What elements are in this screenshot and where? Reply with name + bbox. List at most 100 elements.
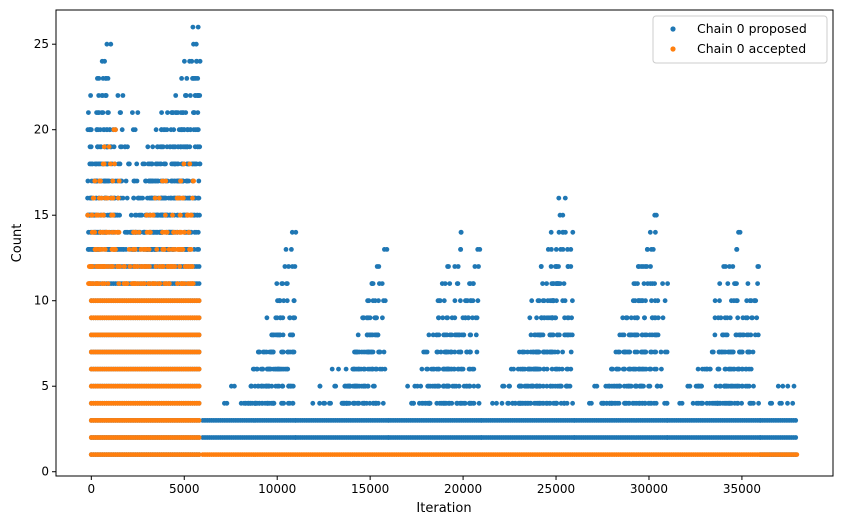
data-point: [196, 298, 202, 304]
legend-marker-proposed: [670, 26, 676, 32]
data-point: [193, 127, 199, 133]
data-point: [423, 349, 428, 355]
data-point: [435, 349, 441, 355]
data-point: [607, 400, 612, 406]
data-point: [454, 400, 460, 406]
data-point: [178, 178, 184, 184]
y-tick-label: 10: [34, 294, 49, 308]
data-point: [143, 178, 148, 184]
data-point: [372, 332, 378, 338]
data-point: [780, 383, 786, 389]
data-point: [286, 264, 291, 269]
data-point: [269, 349, 274, 355]
data-point: [107, 161, 113, 167]
data-point: [380, 315, 385, 321]
data-point: [99, 110, 105, 115]
data-point: [273, 315, 279, 321]
data-point: [745, 349, 751, 355]
data-point: [727, 264, 732, 269]
data-point: [152, 195, 158, 201]
data-point: [641, 281, 647, 286]
data-point: [748, 366, 754, 372]
data-point: [624, 315, 630, 321]
data-point: [322, 400, 328, 406]
data-point: [448, 349, 454, 355]
data-point: [286, 383, 292, 389]
data-point: [534, 315, 539, 321]
data-point: [252, 400, 258, 406]
data-point: [339, 400, 345, 406]
y-tick-label: 0: [41, 465, 49, 479]
data-point: [551, 400, 556, 406]
data-point: [538, 332, 543, 338]
data-point: [466, 366, 472, 372]
data-point: [635, 332, 640, 338]
data-point: [99, 93, 105, 98]
data-point: [649, 298, 654, 304]
data-point: [105, 195, 111, 201]
data-point: [665, 281, 670, 286]
plot-frame: [55, 9, 834, 477]
data-point: [510, 400, 516, 406]
data-point: [750, 315, 755, 321]
data-point: [660, 315, 666, 321]
data-point: [276, 366, 282, 372]
y-tick-label: 20: [34, 123, 49, 137]
data-point: [132, 247, 138, 252]
data-point: [699, 400, 705, 406]
data-point: [97, 127, 103, 133]
data-point: [751, 400, 756, 406]
data-point: [621, 332, 627, 338]
data-point: [131, 195, 137, 201]
data-point: [647, 366, 653, 372]
data-point: [465, 298, 470, 304]
data-point: [409, 400, 415, 406]
data-point: [110, 264, 115, 269]
data-point: [525, 349, 530, 355]
data-point: [710, 349, 716, 355]
data-point: [452, 264, 458, 269]
data-point: [736, 366, 742, 372]
data-point: [196, 349, 202, 355]
data-point: [367, 400, 373, 406]
data-point: [382, 366, 388, 372]
data-point: [739, 400, 744, 406]
data-point: [122, 144, 128, 150]
data-point: [499, 400, 505, 406]
x-axis-label: Iteration: [416, 501, 471, 516]
x-tick-label: 15000: [351, 482, 389, 496]
data-point: [194, 212, 200, 218]
data-point: [455, 264, 461, 269]
data-point: [163, 212, 168, 218]
data-point: [140, 161, 146, 167]
data-point: [154, 161, 159, 167]
data-point: [617, 383, 622, 389]
data-point: [569, 315, 574, 321]
data-point: [196, 281, 202, 286]
data-point: [168, 127, 174, 133]
data-point: [273, 383, 279, 389]
data-point: [718, 383, 723, 389]
data-point: [650, 247, 656, 252]
data-point: [712, 298, 718, 304]
data-point: [248, 383, 254, 389]
data-point: [141, 229, 146, 235]
data-point: [731, 366, 737, 372]
data-point: [634, 315, 640, 321]
data-point: [293, 229, 299, 235]
data-point: [568, 349, 574, 355]
data-point: [613, 349, 619, 355]
data-point: [545, 247, 551, 252]
data-point: [660, 281, 665, 286]
data-point: [793, 435, 799, 440]
data-point: [643, 349, 649, 355]
y-axis-label: Count: [10, 224, 25, 263]
data-point: [738, 349, 743, 355]
data-point: [350, 383, 356, 389]
data-point: [721, 383, 727, 389]
data-point: [328, 400, 333, 406]
data-point: [122, 264, 127, 269]
data-point: [196, 383, 202, 389]
data-point: [568, 366, 574, 372]
data-point: [110, 212, 116, 218]
